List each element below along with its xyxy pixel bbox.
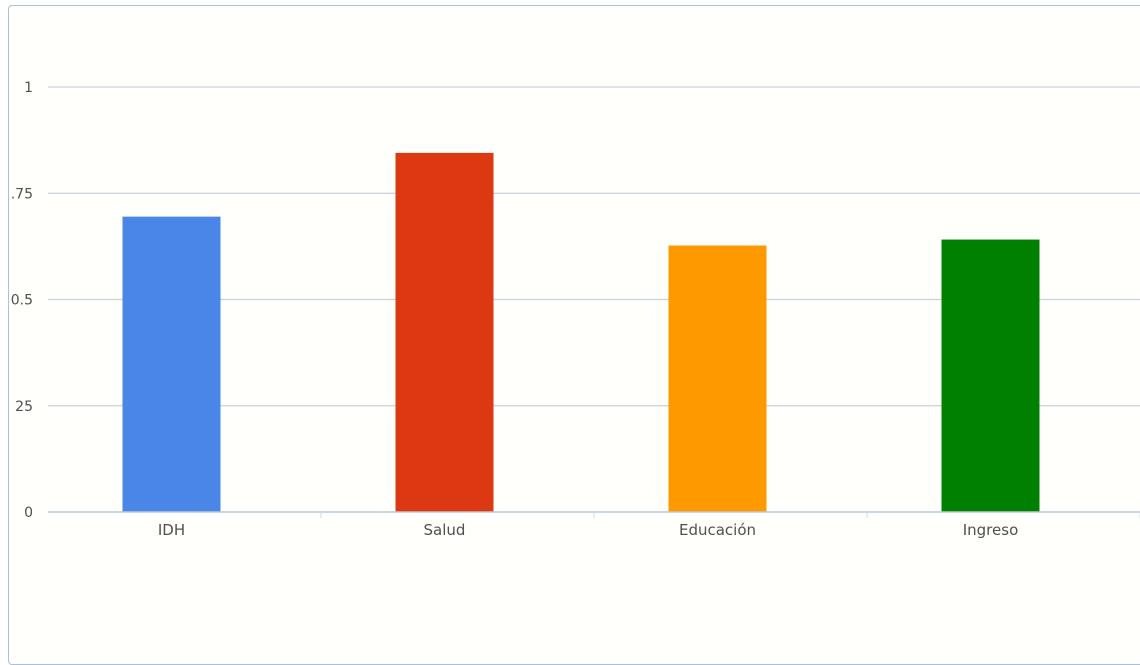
y-tick-label-0: 0 [24,505,33,521]
y-tick-label-1: 25 [15,399,33,415]
x-tick-label-4: Ingreso [963,521,1019,539]
bar-educacion [668,245,767,512]
y-tick-label-3: .75 [11,186,33,202]
bar-ingreso [941,239,1040,512]
x-tick-label-3: Educación [679,521,756,539]
x-tick-label-2: Salud [424,521,466,539]
bar-idh [122,216,221,512]
bar-salud [395,152,494,512]
y-axis-tick-labels: 0 25 0.5 .75 1 [11,80,33,521]
y-tick-label-4: 1 [24,80,33,96]
x-tick-label-1: IDH [158,521,185,539]
y-tick-label-2: 0.5 [11,293,33,309]
x-axis: IDH Salud Educación Ingreso [48,511,1140,539]
bars [122,152,1040,512]
